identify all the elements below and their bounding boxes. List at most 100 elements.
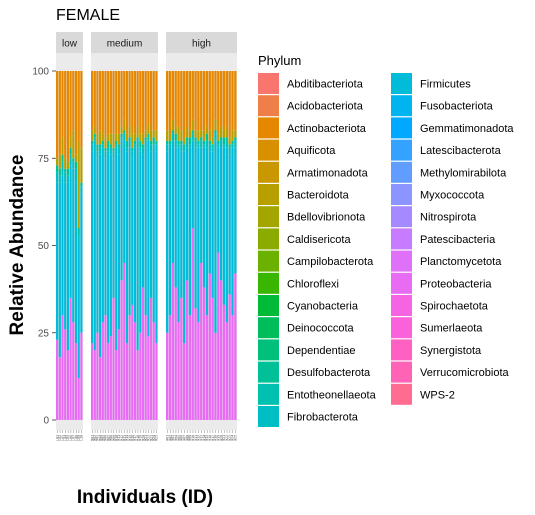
bar-segment-bacteroidota bbox=[149, 130, 153, 141]
bar-segment-proteobacteria bbox=[149, 297, 153, 420]
bar-segment-desulfobacterota bbox=[69, 147, 72, 155]
bar-segment-firmicutes bbox=[139, 151, 142, 333]
bar-segment-fibrobacterota bbox=[205, 140, 209, 148]
bar-H19 bbox=[217, 71, 220, 420]
bar-segment-proteobacteria bbox=[166, 332, 169, 420]
bar-segment-firmicutes bbox=[123, 140, 126, 263]
bar-L04 bbox=[64, 71, 67, 420]
bar-segment-bacteroidota bbox=[231, 130, 234, 141]
x-tick-label: M08 bbox=[109, 435, 113, 441]
bar-segment-fibrobacterota bbox=[133, 144, 137, 148]
facet-strip-label: medium bbox=[107, 39, 143, 50]
bar-segment-bacteroidota bbox=[228, 137, 231, 145]
bar-segment-firmicutes bbox=[217, 147, 220, 253]
bar-M16 bbox=[131, 71, 134, 420]
legend-item-wps-2: WPS-2 bbox=[391, 383, 455, 405]
legend-item-planctomycetota: Planctomycetota bbox=[391, 250, 502, 272]
x-tick-label: H23 bbox=[228, 435, 232, 441]
bar-segment-proteobacteria bbox=[208, 273, 211, 420]
bar-segment-firmicutes bbox=[69, 165, 72, 298]
bar-segment-bacteroidota bbox=[93, 126, 96, 134]
bar-L02 bbox=[58, 71, 61, 420]
bar-segment-proteobacteria bbox=[228, 294, 231, 420]
bar-segment-proteobacteria bbox=[123, 262, 126, 420]
bar-segment-desulfobacterota bbox=[64, 168, 67, 173]
bar-H22 bbox=[225, 71, 228, 420]
bar-segment-actinobacteriota bbox=[61, 71, 64, 138]
x-tick-label: H18 bbox=[214, 435, 218, 441]
bar-segment-firmicutes bbox=[101, 147, 104, 323]
bar-segment-bacteroidota bbox=[112, 133, 115, 148]
bar-segment-desulfobacterota bbox=[177, 140, 180, 145]
legend-label: Armatimonadota bbox=[287, 167, 369, 179]
x-tick-label: M16 bbox=[131, 435, 135, 441]
bar-segment-bacteroidota bbox=[144, 130, 147, 138]
bar-H12 bbox=[197, 71, 200, 420]
bar-segment-actinobacteriota bbox=[115, 71, 118, 134]
bar-segment-actinobacteriota bbox=[152, 71, 155, 131]
legend-item-firmicutes: Firmicutes bbox=[391, 73, 471, 94]
bar-segment-firmicutes bbox=[149, 151, 153, 298]
x-tick-label: M21 bbox=[144, 435, 148, 441]
x-tick-label: M06 bbox=[104, 435, 108, 441]
bar-segment-desulfobacterota bbox=[56, 165, 59, 173]
legend-item-aquificota: Aquificota bbox=[258, 139, 336, 161]
bar-segment-desulfobacterota bbox=[123, 130, 126, 134]
bar-segment-desulfobacterota bbox=[80, 182, 83, 187]
y-tick-label: 50 bbox=[38, 241, 50, 252]
legend-label: Fibrobacterota bbox=[287, 412, 359, 424]
bar-segment-bacteroidota bbox=[101, 133, 104, 141]
bar-segment-firmicutes bbox=[99, 154, 102, 358]
bar-segment-actinobacteriota bbox=[77, 71, 80, 141]
bar-segment-firmicutes bbox=[104, 158, 107, 316]
bar-segment-firmicutes bbox=[168, 147, 172, 316]
x-tick-label: M07 bbox=[106, 435, 110, 441]
bar-segment-bacteroidota bbox=[202, 130, 206, 141]
legend-swatch bbox=[391, 339, 412, 361]
x-tick-label: L01 bbox=[55, 435, 59, 441]
bar-segment-fibrobacterota bbox=[152, 144, 155, 148]
bar-segment-actinobacteriota bbox=[231, 71, 234, 131]
bar-segment-firmicutes bbox=[222, 147, 226, 305]
bar-segment-desulfobacterota bbox=[217, 140, 220, 145]
legend-label: Dependentiae bbox=[287, 345, 356, 357]
bar-segment-fibrobacterota bbox=[222, 144, 226, 148]
bar-segment-firmicutes bbox=[66, 182, 69, 351]
bar-segment-actinobacteriota bbox=[144, 71, 147, 131]
bar-segment-actinobacteriota bbox=[168, 71, 172, 134]
bar-segment-fibrobacterota bbox=[197, 144, 200, 148]
bar-segment-bacteroidota bbox=[214, 119, 217, 131]
bar-H20 bbox=[219, 71, 223, 420]
y-axis-title: Relative Abundance bbox=[7, 155, 28, 336]
bar-segment-proteobacteria bbox=[64, 329, 67, 420]
bar-segment-fibrobacterota bbox=[234, 140, 237, 148]
bar-segment-actinobacteriota bbox=[171, 71, 175, 120]
bar-segment-firmicutes bbox=[202, 147, 206, 288]
bar-H21 bbox=[222, 71, 226, 420]
bar-segment-actinobacteriota bbox=[180, 71, 183, 131]
bar-segment-bacteroidota bbox=[139, 133, 142, 141]
bar-H18 bbox=[214, 71, 217, 420]
bar-H04 bbox=[174, 71, 177, 420]
legend-item-fibrobacterota: Fibrobacterota bbox=[258, 406, 359, 427]
bar-segment-fibrobacterota bbox=[117, 147, 120, 155]
legend-item-fusobacteriota: Fusobacteriota bbox=[391, 95, 494, 117]
bar-segment-proteobacteria bbox=[58, 357, 61, 420]
bar-segment-proteobacteria bbox=[125, 343, 129, 420]
bar-segment-firmicutes bbox=[77, 245, 80, 379]
legend-item-desulfobacterota: Desulfobacterota bbox=[258, 361, 371, 383]
bar-segment-firmicutes bbox=[214, 140, 217, 333]
x-tick-label: H16 bbox=[208, 435, 212, 441]
facet-strip bbox=[91, 32, 158, 53]
bar-L07 bbox=[72, 71, 75, 420]
bar-H17 bbox=[211, 71, 214, 420]
bar-segment-firmicutes bbox=[141, 154, 145, 288]
bar-segment-fibrobacterota bbox=[219, 140, 223, 148]
bar-segment-actinobacteriota bbox=[96, 71, 99, 134]
bar-segment-bacteroidota bbox=[58, 154, 61, 169]
bar-L06 bbox=[69, 71, 72, 420]
legend-label: Spirochaetota bbox=[420, 301, 489, 313]
